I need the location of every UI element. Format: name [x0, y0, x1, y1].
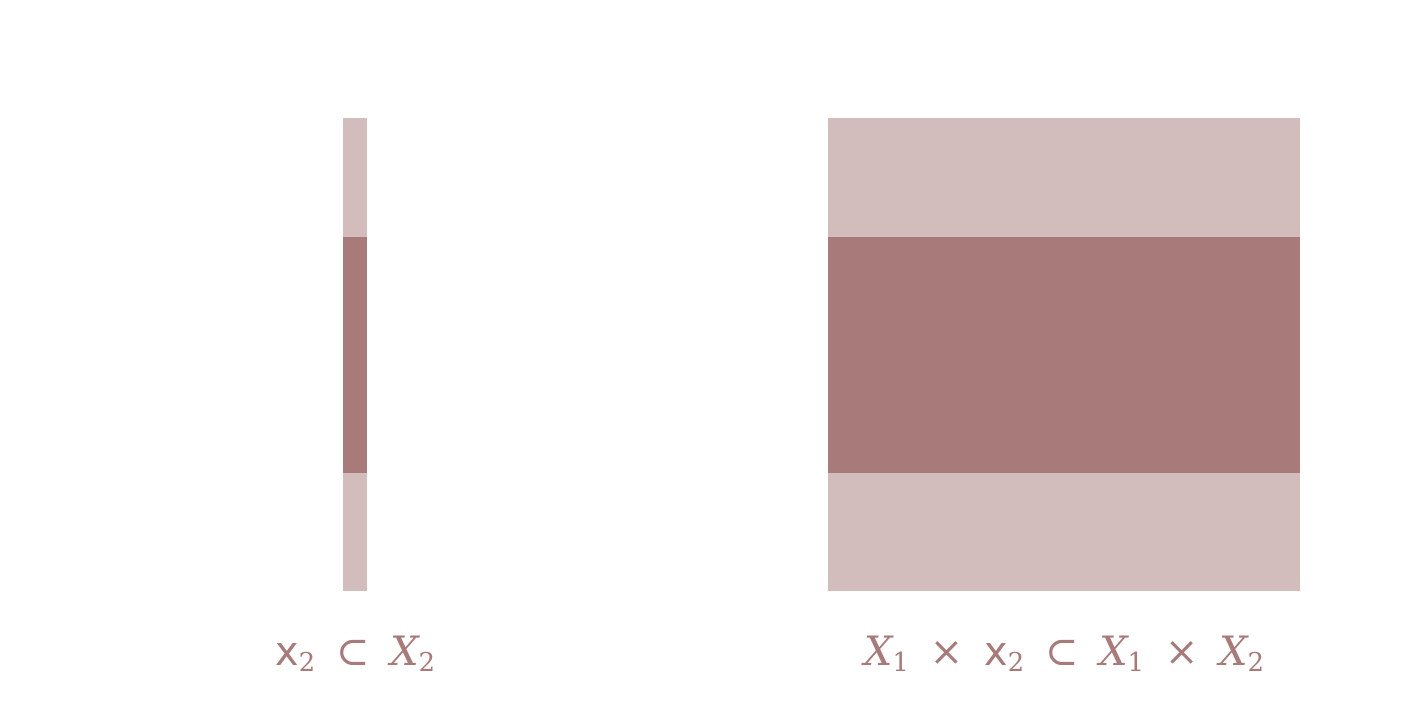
- left-caption-lhs-sub: 2: [298, 648, 316, 678]
- right-rect-bottom-band: [828, 473, 1300, 591]
- right-rect-highlight-band: [828, 237, 1300, 473]
- left-strip-highlight-band: [343, 237, 367, 473]
- right-caption-term4: X: [1219, 629, 1248, 675]
- right-rect-top-band: [828, 118, 1300, 237]
- left-caption: x2 ⊂ X2: [205, 626, 505, 678]
- right-caption-term4-sub: 2: [1247, 648, 1265, 678]
- left-caption-rhs: X: [390, 629, 419, 675]
- right-caption-term3: X: [1099, 629, 1128, 675]
- right-caption-term1: X: [863, 629, 893, 675]
- right-caption-term2: x: [983, 629, 1008, 675]
- right-caption-term3-sub: 1: [1127, 648, 1145, 678]
- right-caption-term2-sub: 2: [1007, 648, 1025, 678]
- right-caption-term1-sub: 1: [892, 648, 909, 678]
- left-caption-lhs: x: [274, 629, 299, 675]
- right-caption: X1 × x2 ⊂ X1 × X2: [814, 626, 1314, 678]
- right-caption-times1: ×: [929, 629, 964, 675]
- right-caption-subset: ⊂: [1044, 629, 1079, 675]
- right-caption-times2: ×: [1164, 629, 1199, 675]
- left-caption-rhs-sub: 2: [418, 648, 436, 678]
- left-strip-top-band: [343, 118, 367, 237]
- left-caption-subset: ⊂: [335, 629, 370, 675]
- left-strip-bottom-band: [343, 473, 367, 591]
